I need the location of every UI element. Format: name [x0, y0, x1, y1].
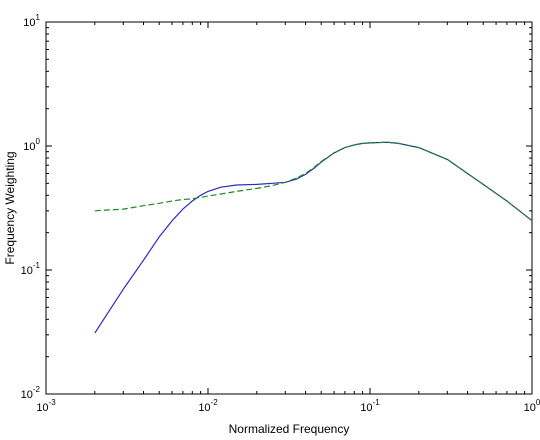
- x-tick-label: 10-1: [360, 398, 380, 414]
- x-tick-label: 100: [524, 398, 540, 414]
- y-tick-label: 100: [23, 137, 40, 153]
- x-axis-label: Normalized Frequency: [229, 422, 350, 436]
- plot-area: [45, 21, 533, 395]
- y-axis-ticks: 10-2 10-1 100 101: [21, 13, 532, 401]
- dashed-series-line: [94, 141, 533, 222]
- series-layer: [94, 141, 533, 334]
- y-tick-label: 10-2: [21, 385, 41, 401]
- y-axis-label: Frequency Weighting: [3, 151, 17, 264]
- y-tick-label: 101: [23, 13, 40, 29]
- x-tick-label: 10-2: [198, 398, 218, 414]
- y-tick-label: 10-1: [21, 261, 41, 277]
- x-axis-ticks: 10-3 10-2 10-1 100: [36, 22, 540, 414]
- x-tick-label: 10-3: [36, 398, 56, 414]
